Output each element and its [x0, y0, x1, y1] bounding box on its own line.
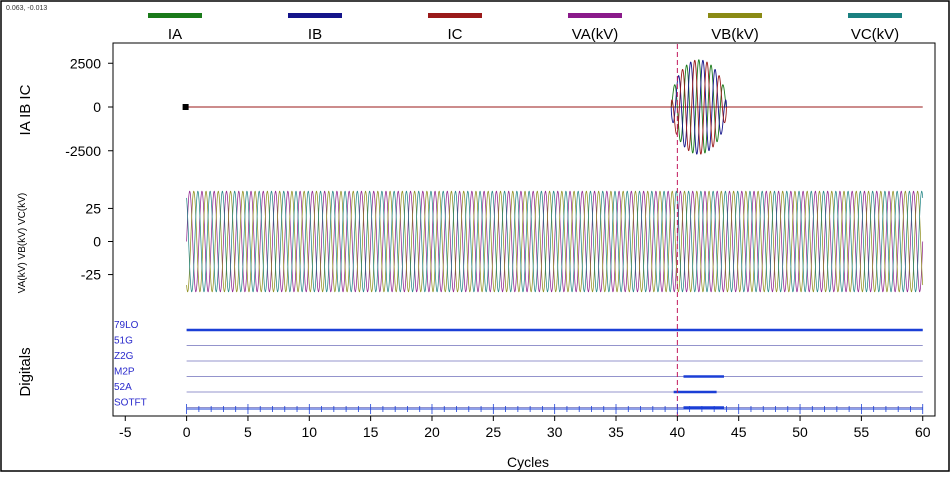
x-tick-label-12: 55	[854, 424, 870, 440]
current-ytick-label-2: -2500	[65, 143, 101, 159]
x-tick-label-5: 20	[424, 424, 440, 440]
legend-label-4: VB(kV)	[711, 26, 759, 43]
current-panel: 2500 0 -2500	[65, 55, 923, 159]
x-tick-label-9: 40	[670, 424, 686, 440]
legend: IA IB IC VA(kV) VB(kV) VC(kV)	[148, 13, 902, 43]
digitals-panel: 79LO 51G Z2G M2P 52A SOTFT	[114, 44, 923, 416]
x-tick-label-6: 25	[486, 424, 502, 440]
plot-area	[112, 42, 936, 417]
legend-swatch-4	[708, 13, 762, 18]
voltage-series-VC(kV)	[186, 190, 924, 293]
voltage-series-VB(kV)	[186, 190, 924, 293]
current-series-IA	[670, 59, 727, 154]
x-tick-label-4: 15	[363, 424, 379, 440]
x-tick-label-13: 60	[915, 424, 931, 440]
x-axis: -5 0 5 10 15 20 25 30 35 40 45 50 55 60	[119, 404, 931, 440]
x-tick-label-10: 45	[731, 424, 747, 440]
voltage-axis-label: VA(kV) VB(kV) VC(kV)	[17, 193, 28, 293]
voltage-ytick-label-1: 0	[93, 234, 101, 250]
digital-label-79LO: 79LO	[114, 320, 139, 331]
current-ytick-label-0: 2500	[70, 55, 101, 71]
digital-label-52A: 52A	[114, 382, 132, 393]
x-axis-title: Cycles	[507, 454, 549, 470]
x-tick-label-11: 50	[792, 424, 808, 440]
digitals-axis-label: Digitals	[17, 347, 34, 396]
digital-label-SOTFT: SOTFT	[114, 398, 147, 409]
current-start-marker	[182, 104, 189, 110]
legend-label-5: VC(kV)	[851, 26, 899, 43]
current-ytick-label-1: 0	[93, 99, 101, 115]
legend-label-0: IA	[168, 26, 182, 43]
x-tick-label-2: 5	[244, 424, 252, 440]
legend-swatch-5	[848, 13, 902, 18]
x-tick-label-0: -5	[119, 424, 132, 440]
legend-label-1: IB	[308, 26, 322, 43]
voltage-panel: 25 0 -25	[81, 190, 924, 293]
digital-label-Z2G: Z2G	[114, 351, 134, 362]
x-tick-label-3: 10	[302, 424, 318, 440]
x-tick-label-8: 35	[608, 424, 624, 440]
voltage-series-VA(kV)	[186, 190, 924, 293]
voltage-ytick-label-2: -25	[81, 267, 101, 283]
legend-swatch-1	[288, 13, 342, 18]
legend-swatch-3	[568, 13, 622, 18]
digital-label-51G: 51G	[114, 336, 133, 347]
legend-label-3: VA(kV)	[572, 26, 618, 43]
legend-swatch-0	[148, 13, 202, 18]
x-tick-label-7: 30	[547, 424, 563, 440]
current-axis-label: IA IB IC	[17, 84, 34, 135]
legend-label-2: IC	[448, 26, 463, 43]
current-series-IC	[670, 59, 727, 155]
legend-swatch-2	[428, 13, 482, 18]
x-tick-label-1: 0	[183, 424, 191, 440]
cursor-readout: 0.063, -0.013	[6, 5, 47, 12]
digital-label-M2P: M2P	[114, 367, 135, 378]
voltage-ytick-label-0: 25	[85, 200, 101, 216]
